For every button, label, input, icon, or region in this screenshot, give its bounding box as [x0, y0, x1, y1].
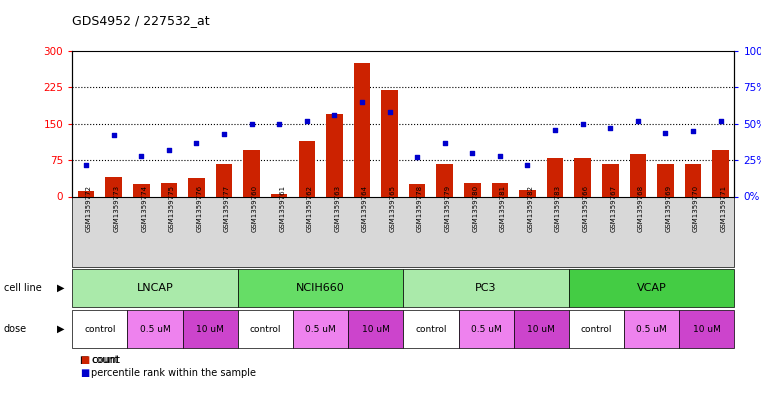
- Text: GSM1359775: GSM1359775: [169, 185, 175, 232]
- Text: GSM1359783: GSM1359783: [555, 185, 561, 232]
- Text: ■: ■: [80, 354, 89, 365]
- Point: [163, 147, 175, 153]
- Point: [107, 132, 119, 139]
- Text: 0.5 uM: 0.5 uM: [471, 325, 501, 334]
- Text: GSM1359774: GSM1359774: [142, 185, 148, 232]
- Point: [80, 162, 92, 168]
- Text: GSM1359778: GSM1359778: [417, 185, 423, 232]
- Text: LNCAP: LNCAP: [137, 283, 174, 293]
- Point: [494, 152, 506, 159]
- Text: GSM1359773: GSM1359773: [113, 185, 119, 232]
- Point: [438, 140, 451, 146]
- Text: GSM1359771: GSM1359771: [721, 185, 727, 232]
- Point: [411, 154, 423, 160]
- Text: 10 uM: 10 uM: [693, 325, 721, 334]
- Text: GSM1359766: GSM1359766: [583, 185, 589, 232]
- Bar: [326, 114, 342, 196]
- Point: [328, 112, 340, 118]
- Text: control: control: [416, 325, 447, 334]
- Point: [466, 150, 479, 156]
- Bar: [244, 151, 260, 196]
- Text: 10 uM: 10 uM: [196, 325, 224, 334]
- Bar: [354, 63, 370, 196]
- Text: 10 uM: 10 uM: [527, 325, 556, 334]
- Point: [246, 121, 258, 127]
- Text: GSM1359781: GSM1359781: [500, 185, 506, 232]
- Point: [273, 121, 285, 127]
- Text: cell line: cell line: [4, 283, 42, 293]
- Text: 0.5 uM: 0.5 uM: [636, 325, 667, 334]
- Text: GSM1359782: GSM1359782: [527, 185, 533, 232]
- Text: count: count: [91, 354, 119, 365]
- Text: GSM1359762: GSM1359762: [307, 185, 313, 232]
- Bar: [546, 158, 563, 196]
- Bar: [657, 163, 673, 196]
- Bar: [161, 183, 177, 196]
- Point: [135, 152, 148, 159]
- Bar: [216, 163, 232, 196]
- Text: 10 uM: 10 uM: [361, 325, 390, 334]
- Bar: [298, 141, 315, 196]
- Bar: [602, 163, 619, 196]
- Text: GSM1359780: GSM1359780: [473, 185, 479, 232]
- Text: GSM1359760: GSM1359760: [252, 185, 258, 232]
- Text: GSM1359779: GSM1359779: [444, 185, 451, 232]
- Text: GSM1359777: GSM1359777: [224, 185, 230, 232]
- Point: [218, 131, 230, 137]
- Text: GSM1359765: GSM1359765: [390, 185, 396, 232]
- Text: VCAP: VCAP: [637, 283, 667, 293]
- Point: [190, 140, 202, 146]
- Point: [521, 162, 533, 168]
- Bar: [271, 194, 288, 196]
- Text: GSM1359769: GSM1359769: [665, 185, 671, 232]
- Point: [715, 118, 727, 124]
- Bar: [629, 154, 646, 196]
- Text: ■ count: ■ count: [80, 354, 120, 365]
- Point: [687, 128, 699, 134]
- Point: [659, 129, 671, 136]
- Text: control: control: [250, 325, 281, 334]
- Text: GSM1359768: GSM1359768: [638, 185, 644, 232]
- Text: GSM1359776: GSM1359776: [196, 185, 202, 232]
- Bar: [519, 190, 536, 196]
- Bar: [188, 178, 205, 196]
- Text: GSM1359767: GSM1359767: [610, 185, 616, 232]
- Bar: [464, 183, 481, 196]
- Text: ■: ■: [80, 368, 89, 378]
- Point: [384, 109, 396, 115]
- Text: 0.5 uM: 0.5 uM: [140, 325, 170, 334]
- Text: GSM1359763: GSM1359763: [334, 185, 340, 232]
- Bar: [492, 183, 508, 196]
- Bar: [575, 158, 591, 196]
- Bar: [381, 90, 398, 196]
- Text: PC3: PC3: [476, 283, 497, 293]
- Text: 0.5 uM: 0.5 uM: [305, 325, 336, 334]
- Text: NCIH660: NCIH660: [296, 283, 345, 293]
- Text: GSM1359764: GSM1359764: [362, 185, 368, 232]
- Bar: [437, 163, 453, 196]
- Bar: [105, 177, 122, 196]
- Point: [356, 99, 368, 105]
- Text: control: control: [84, 325, 116, 334]
- Point: [577, 121, 589, 127]
- Text: ▶: ▶: [57, 283, 65, 293]
- Bar: [78, 191, 94, 196]
- Text: control: control: [581, 325, 612, 334]
- Bar: [133, 184, 150, 196]
- Text: ▶: ▶: [57, 324, 65, 334]
- Text: GSM1359761: GSM1359761: [279, 185, 285, 232]
- Text: GSM1359770: GSM1359770: [693, 185, 699, 232]
- Text: GSM1359772: GSM1359772: [86, 185, 92, 232]
- Text: percentile rank within the sample: percentile rank within the sample: [91, 368, 256, 378]
- Bar: [712, 151, 729, 196]
- Text: dose: dose: [4, 324, 27, 334]
- Point: [301, 118, 313, 124]
- Text: GDS4952 / 227532_at: GDS4952 / 227532_at: [72, 15, 210, 28]
- Point: [604, 125, 616, 131]
- Bar: [685, 163, 702, 196]
- Point: [632, 118, 644, 124]
- Bar: [409, 184, 425, 196]
- Point: [549, 127, 561, 133]
